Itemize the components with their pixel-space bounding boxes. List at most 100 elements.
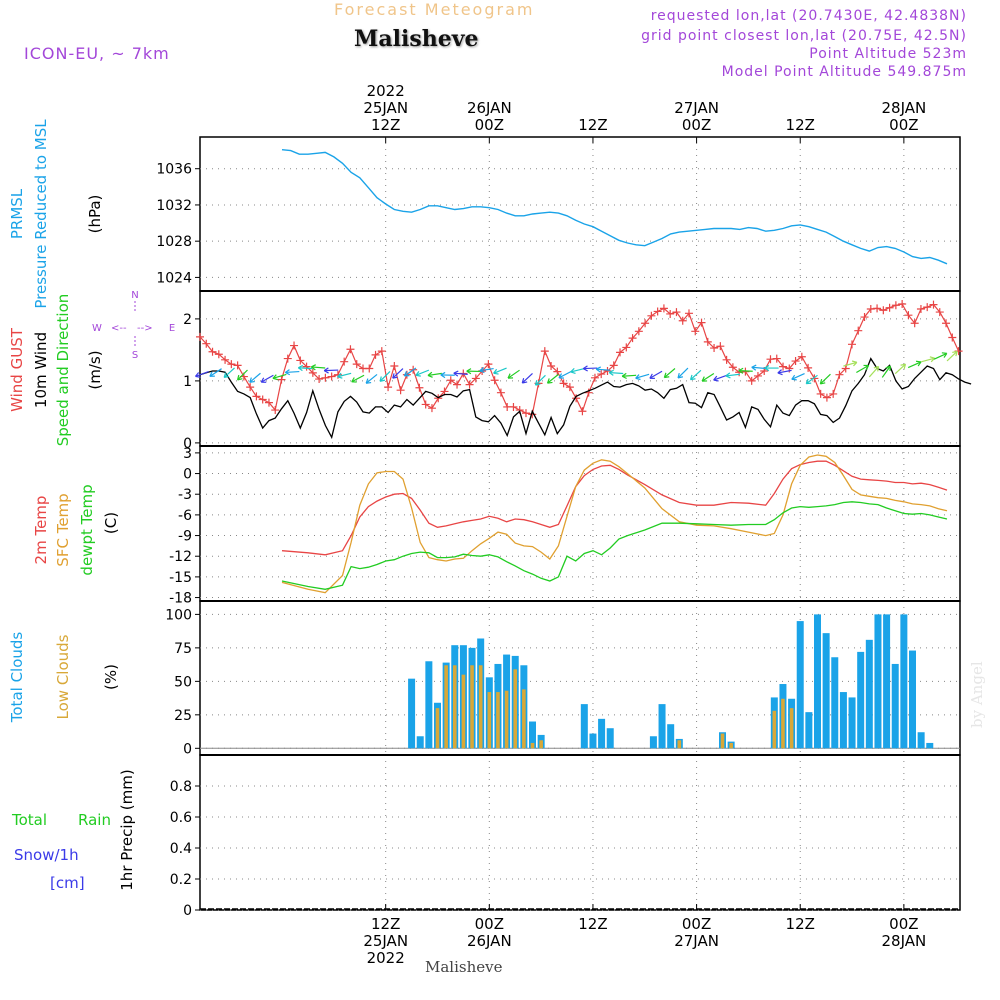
location-title: Malisheve (354, 26, 479, 52)
top-time-label: 00Z (889, 116, 918, 134)
total-cloud-bar (580, 704, 588, 749)
gust-marker (227, 360, 236, 369)
gust-marker (509, 402, 518, 411)
point-altitude: Point Altitude 523m (809, 46, 967, 62)
wind-direction-arrow (547, 373, 559, 384)
dewpoint-label: dewpt Temp (78, 484, 96, 575)
pressure-label-desc: Pressure Reduced to MSL (32, 119, 50, 309)
wind-direction-arrowhead (427, 371, 433, 378)
wind-direction-arrow (493, 367, 507, 374)
gust-marker (233, 361, 242, 370)
gust-marker (766, 355, 775, 364)
wind-direction-arrowhead (365, 378, 372, 384)
snow-label: Snow/1h (14, 846, 79, 864)
gust-marker (791, 357, 800, 366)
wind-direction-arrow (868, 366, 880, 378)
gust-marker (716, 342, 725, 351)
wind-direction-arrowhead (453, 370, 459, 377)
rain-label: Rain (78, 811, 111, 829)
y-tick-label: 1036 (156, 162, 192, 178)
wind-direction-arrow (392, 368, 404, 379)
total-cloud-bar (667, 724, 675, 749)
y-tick-label: 1028 (156, 234, 192, 250)
total-cloud-bar (926, 742, 934, 749)
total-cloud-bar (900, 614, 908, 749)
wind-direction-arrowhead (649, 373, 655, 379)
compass-arrow-east: --> (137, 323, 153, 334)
gust-marker (421, 400, 430, 409)
wind-direction-arrow (856, 365, 869, 374)
gust-marker (340, 357, 349, 366)
total-cloud-bar (874, 614, 882, 749)
y-tick-label: 2 (183, 312, 192, 328)
gust-marker (628, 334, 637, 343)
total-cloud-bar (839, 692, 847, 749)
gust-marker (854, 326, 863, 335)
gust-marker (283, 354, 292, 363)
low-cloud-bar (496, 692, 500, 749)
gust-marker (835, 370, 844, 379)
y-tick-label: 0 (183, 436, 192, 452)
wind-direction-arrowhead (608, 369, 614, 376)
gust-marker (804, 363, 813, 372)
gust-marker (697, 318, 706, 327)
gust-marker (264, 398, 273, 407)
gust-marker (446, 376, 455, 385)
gust-marker (885, 303, 894, 312)
wind-direction-arrow (535, 374, 546, 386)
wind-direction-arrow (521, 372, 533, 384)
low-cloud-bar (729, 742, 733, 749)
wind-direction-arrowhead (952, 350, 958, 357)
gust-marker (710, 344, 719, 353)
gust-marker (308, 368, 317, 377)
wind-direction-arrow (777, 369, 792, 374)
gust-marker (584, 388, 593, 397)
wind-direction-arrowhead (337, 372, 343, 379)
wind-speed-direction-label: Speed and Direction (54, 294, 72, 447)
y-tick-label: 1032 (156, 198, 192, 214)
wind-direction-arrow (805, 374, 818, 385)
wind-direction-arrowhead (558, 373, 564, 379)
total-cloud-bar (416, 736, 424, 749)
wind-direction-arrow (324, 369, 339, 372)
top-time-label: 28JAN (881, 99, 926, 117)
gust-marker (753, 371, 762, 380)
gust-marker (647, 311, 656, 320)
y-tick-label: 75 (174, 641, 192, 657)
top-time-label: 00Z (475, 116, 504, 134)
wind-direction-arrowhead (701, 376, 708, 382)
wind-direction-arrow (819, 373, 831, 385)
footer-location: Malisheve (425, 958, 503, 976)
wind-direction-arrow (558, 370, 572, 379)
low-cloud-bar (444, 665, 448, 749)
y-tick-label: -6 (178, 508, 192, 524)
gust-marker (703, 337, 712, 346)
gust-marker (923, 303, 932, 312)
wind-direction-arrowhead (777, 369, 783, 376)
wind-direction-arrow (596, 368, 611, 371)
gust-marker (948, 333, 957, 342)
y-tick-label: 50 (174, 674, 192, 690)
gust-marker (390, 362, 399, 371)
gust-marker (246, 383, 255, 392)
gust-label: Wind GUST (8, 327, 26, 412)
compass-south: S (132, 350, 138, 361)
wind-direction-arrow (479, 367, 494, 372)
wind-direction-arrowhead (440, 371, 446, 379)
compass-north: N (131, 290, 138, 301)
wind-direction-arrowhead (738, 367, 744, 374)
wind-direction-arrow (920, 357, 935, 363)
total-cloud-bar (891, 663, 899, 749)
gust-marker (916, 304, 925, 313)
y-tick-label: -3 (178, 487, 192, 503)
wind-direction-arrowhead (260, 377, 267, 383)
wind-direction-arrowhead (223, 372, 230, 378)
wind-direction-arrow (738, 370, 753, 372)
bottom-time-label: 27JAN (674, 932, 719, 950)
wind-direction-arrow (933, 352, 948, 360)
wind-direction-arrow (415, 369, 430, 376)
wind-direction-arrowhead (479, 367, 485, 374)
total-cloud-bar (589, 733, 597, 749)
gust-marker (302, 362, 311, 371)
wind-direction-arrowhead (885, 365, 891, 372)
